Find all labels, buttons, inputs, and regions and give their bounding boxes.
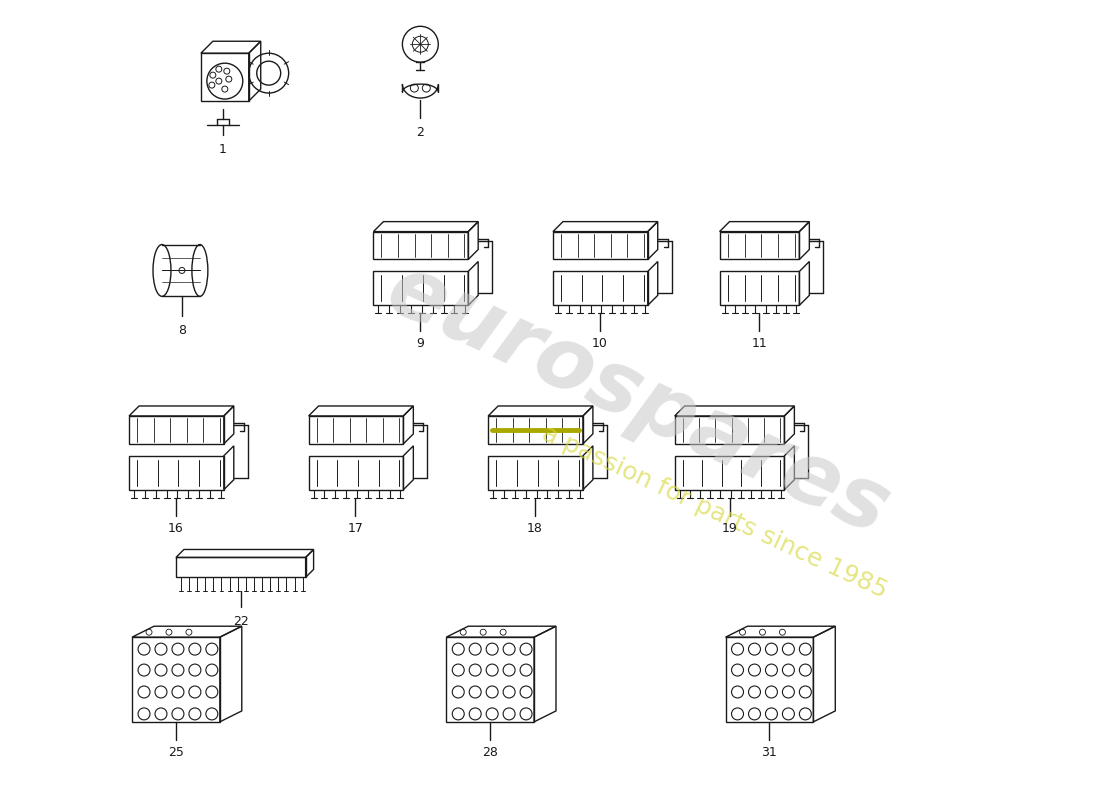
- Bar: [129, 416, 223, 444]
- Bar: [373, 271, 469, 306]
- Bar: [726, 637, 813, 722]
- Bar: [719, 271, 800, 306]
- Text: eurospares: eurospares: [374, 247, 902, 553]
- Bar: [176, 558, 306, 578]
- Text: a passion for parts since 1985: a passion for parts since 1985: [538, 421, 891, 602]
- Text: 2: 2: [417, 126, 425, 139]
- Bar: [309, 416, 404, 444]
- Text: 22: 22: [233, 615, 249, 628]
- Bar: [674, 416, 784, 444]
- Text: 17: 17: [348, 522, 363, 534]
- Bar: [132, 637, 220, 722]
- Text: 18: 18: [527, 522, 543, 534]
- Text: 28: 28: [482, 746, 498, 758]
- Text: 8: 8: [178, 324, 186, 338]
- Text: 19: 19: [722, 522, 737, 534]
- Text: 25: 25: [168, 746, 184, 758]
- Text: 16: 16: [168, 522, 184, 534]
- Bar: [488, 416, 583, 444]
- Bar: [447, 637, 534, 722]
- Text: 11: 11: [751, 338, 768, 350]
- Bar: [488, 456, 583, 490]
- Text: 10: 10: [592, 338, 608, 350]
- Text: 31: 31: [761, 746, 778, 758]
- Bar: [553, 231, 648, 259]
- Bar: [373, 231, 469, 259]
- Bar: [553, 271, 648, 306]
- Bar: [309, 456, 404, 490]
- Bar: [674, 456, 784, 490]
- Text: 9: 9: [417, 338, 425, 350]
- Bar: [201, 54, 249, 101]
- Bar: [129, 456, 223, 490]
- Bar: [719, 231, 800, 259]
- Text: 1: 1: [219, 143, 227, 156]
